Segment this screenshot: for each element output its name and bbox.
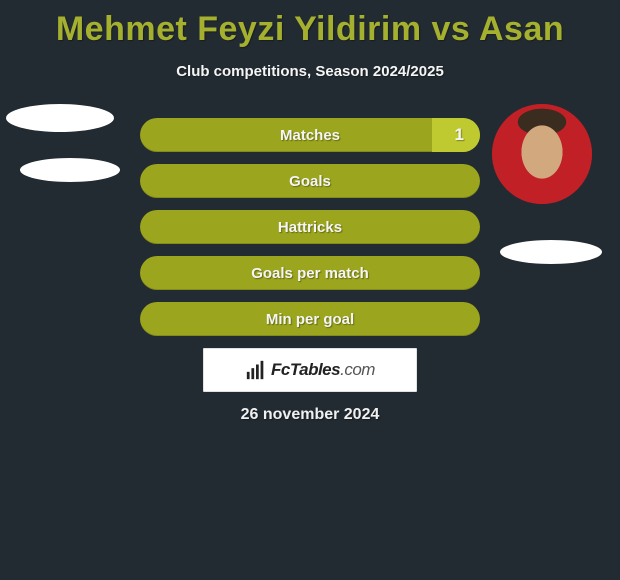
stat-bar: Min per goal bbox=[140, 302, 480, 336]
decor-oval-right bbox=[500, 240, 602, 264]
player-avatar-right bbox=[492, 104, 592, 204]
comparison-title: Mehmet Feyzi Yildirim vs Asan bbox=[0, 0, 620, 49]
decor-oval-left-1 bbox=[6, 104, 114, 132]
stat-label: Goals per match bbox=[251, 265, 369, 282]
stat-bar: Goals per match bbox=[140, 256, 480, 290]
comparison-subtitle: Club competitions, Season 2024/2025 bbox=[0, 63, 620, 80]
stats-area: Matches 1 Goals Hattricks Goals per match Min… bbox=[0, 118, 620, 424]
stat-bar: Goals bbox=[140, 164, 480, 198]
stat-label: Matches bbox=[280, 127, 340, 144]
snapshot-date: 26 november 2024 bbox=[0, 406, 620, 424]
logo-text: FcTables.com bbox=[271, 360, 375, 380]
fctables-logo[interactable]: FcTables.com bbox=[203, 348, 417, 392]
decor-oval-left-2 bbox=[20, 158, 120, 182]
stat-label: Goals bbox=[289, 173, 331, 190]
bars-chart-icon bbox=[245, 359, 267, 381]
stat-label: Min per goal bbox=[266, 311, 354, 328]
stat-bar: Matches 1 bbox=[140, 118, 480, 152]
stat-bar: Hattricks bbox=[140, 210, 480, 244]
stat-label: Hattricks bbox=[278, 219, 342, 236]
stat-value-right: 1 bbox=[455, 125, 464, 145]
avatar-face-placeholder bbox=[492, 104, 592, 204]
